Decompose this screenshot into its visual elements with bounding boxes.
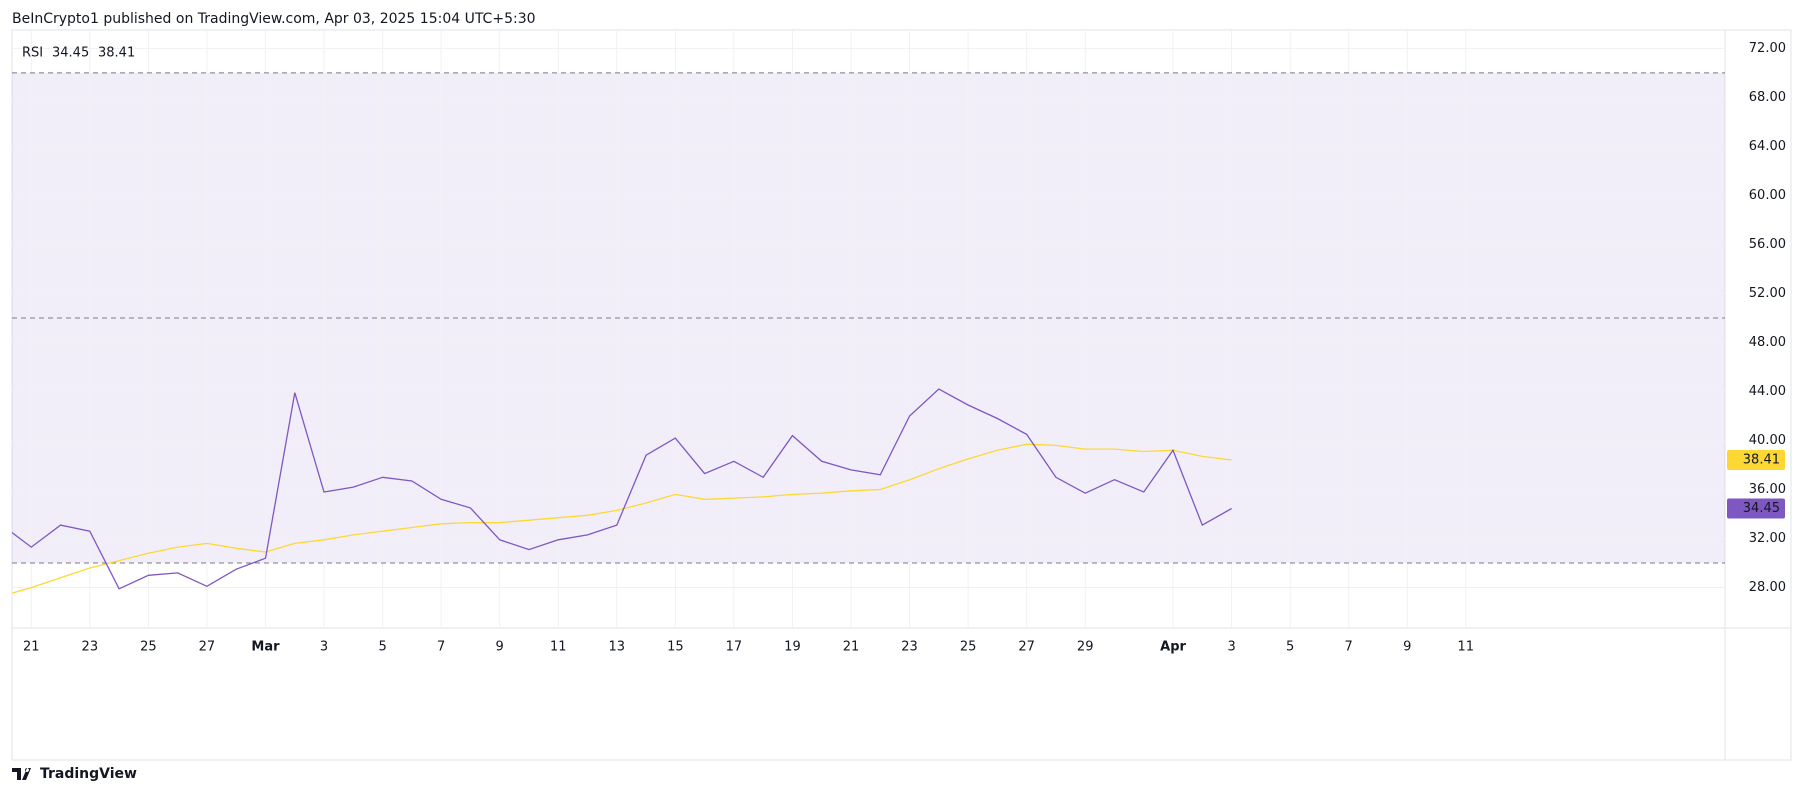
x-tick-label: 11 xyxy=(1458,640,1475,655)
y-tick-label: 28.00 xyxy=(1749,580,1786,595)
legend-title: RSI xyxy=(22,46,43,61)
x-tick-label: 11 xyxy=(550,640,567,655)
x-tick-label: 21 xyxy=(843,640,860,655)
y-tick-label: 36.00 xyxy=(1749,482,1786,497)
x-tick-label: 3 xyxy=(1227,640,1235,655)
series-line xyxy=(12,388,1232,590)
legend-value: 38.41 xyxy=(98,46,135,61)
y-tick-label: 68.00 xyxy=(1749,90,1786,105)
x-tick-label: Apr xyxy=(1160,640,1186,655)
y-tick-label: 48.00 xyxy=(1749,335,1786,350)
header-title: BeInCrypto1 published on TradingView.com… xyxy=(12,11,536,27)
x-tick-label: 19 xyxy=(784,640,801,655)
y-tick-label: 44.00 xyxy=(1749,384,1786,399)
x-tick-label: 3 xyxy=(320,640,328,655)
footer-logo: TradingView xyxy=(12,766,137,782)
x-tick-label: 21 xyxy=(23,640,40,655)
y-tick-label: 64.00 xyxy=(1749,139,1786,154)
x-tick-label: 13 xyxy=(609,640,626,655)
x-tick-label: Mar xyxy=(251,640,280,655)
legend-value: 34.45 xyxy=(52,46,89,61)
x-tick-label: 29 xyxy=(1077,640,1094,655)
x-tick-label: 5 xyxy=(378,640,386,655)
x-tick-label: 27 xyxy=(1018,640,1035,655)
y-tick-label: 52.00 xyxy=(1749,286,1786,301)
x-tick-label: 5 xyxy=(1286,640,1294,655)
y-tick-label: 60.00 xyxy=(1749,188,1786,203)
price-badge-label: 38.41 xyxy=(1743,452,1780,467)
x-tick-label: 25 xyxy=(140,640,157,655)
footer-brand: TradingView xyxy=(40,766,137,782)
x-tick-label: 9 xyxy=(1403,640,1411,655)
y-tick-label: 72.00 xyxy=(1749,41,1786,56)
x-tick-label: 23 xyxy=(901,640,918,655)
x-tick-label: 23 xyxy=(82,640,99,655)
y-tick-label: 40.00 xyxy=(1749,433,1786,448)
price-badge xyxy=(1727,449,1785,470)
series-line xyxy=(12,443,1232,594)
plot-area xyxy=(12,30,1725,628)
x-tick-label: 9 xyxy=(496,640,504,655)
pane-border xyxy=(11,29,1792,761)
price-badge-label: 34.45 xyxy=(1743,501,1780,516)
x-tick-label: 7 xyxy=(437,640,445,655)
x-tick-label: 7 xyxy=(1345,640,1353,655)
price-badge xyxy=(1727,498,1785,519)
x-tick-label: 15 xyxy=(667,640,684,655)
y-tick-label: 56.00 xyxy=(1749,237,1786,252)
x-tick-label: 27 xyxy=(199,640,216,655)
x-tick-label: 17 xyxy=(726,640,743,655)
x-tick-label: 25 xyxy=(960,640,977,655)
y-tick-label: 32.00 xyxy=(1749,531,1786,546)
